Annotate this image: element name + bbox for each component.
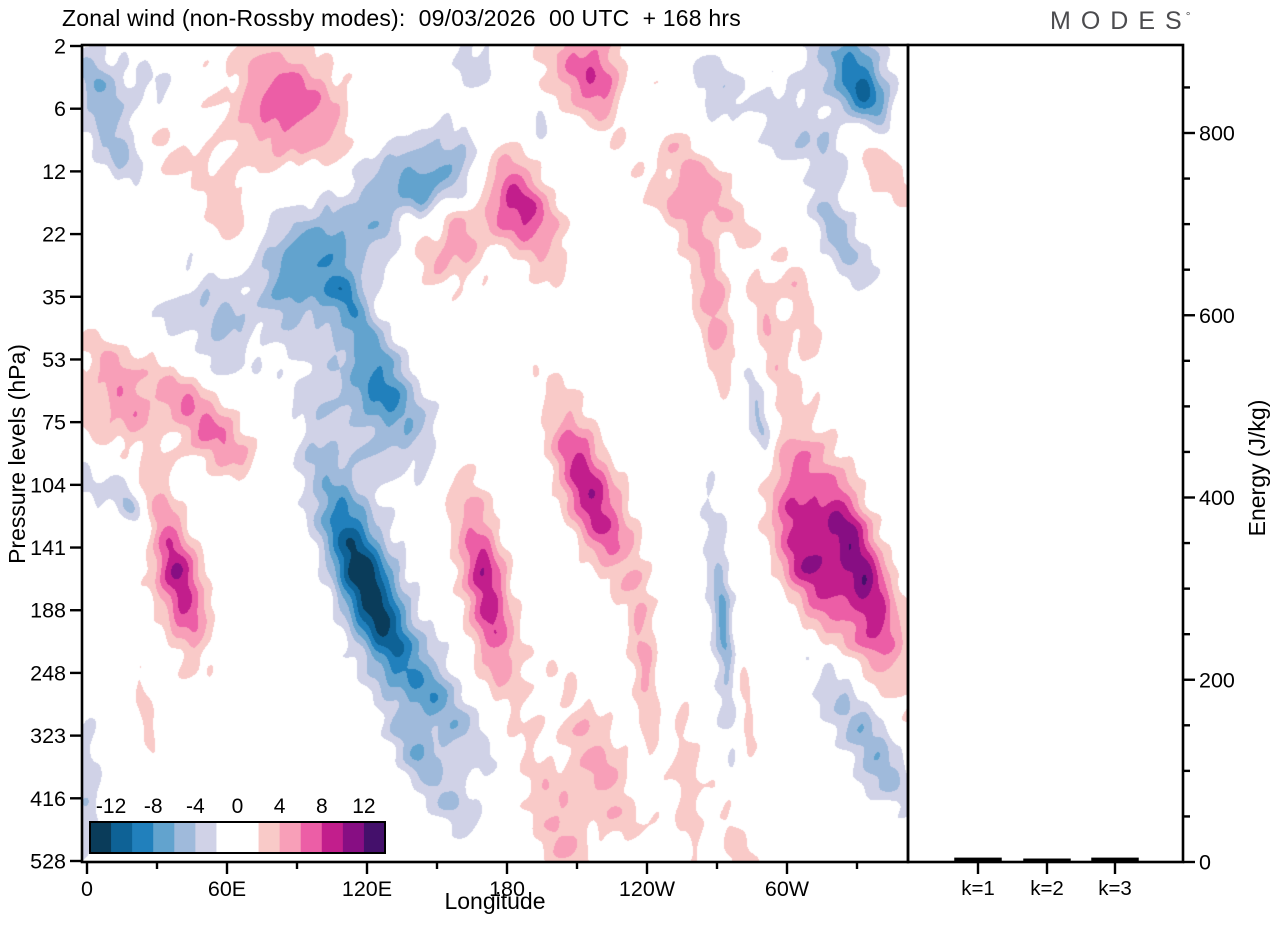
colorbar-tick-label: -8 — [144, 795, 163, 818]
longitude-tick-label: 0 — [81, 877, 93, 901]
pressure-tick-label: 248 — [30, 661, 66, 685]
colorbar-segment — [90, 822, 112, 853]
colorbar-segment — [153, 822, 175, 853]
energy-bar — [1023, 858, 1071, 863]
pressure-tick-label: 6 — [54, 97, 66, 121]
colorbar-tick-label: 12 — [352, 795, 375, 818]
pressure-tick-label: 2 — [54, 35, 66, 59]
colorbar-segment — [279, 822, 302, 853]
k-tick-label: k=2 — [1030, 877, 1064, 900]
colorbar-tick-label: -4 — [186, 795, 205, 818]
energy-panel-frame — [906, 43, 1185, 864]
longitude-tick-label: 120W — [619, 877, 676, 901]
colorbar-segment — [363, 822, 386, 853]
colorbar-segment — [111, 822, 133, 853]
energy-axis-title: Energy (J/kg) — [1244, 399, 1270, 537]
pressure-tick-label: 104 — [30, 473, 66, 497]
energy-bar — [954, 857, 1002, 863]
modes-logo-text: MODES — [1050, 7, 1192, 35]
pressure-tick-label: 188 — [30, 599, 66, 623]
longitude-tick-label: 60E — [208, 877, 246, 901]
modes-logo-mark-icon: ° — [1185, 9, 1191, 23]
pressure-tick-label: 22 — [42, 223, 66, 247]
main-plot-frame — [80, 43, 910, 864]
colorbar-segment — [195, 822, 218, 853]
pressure-tick-label: 12 — [42, 160, 66, 184]
plot-title: Zonal wind (non-Rossby modes): 09/03/202… — [62, 5, 741, 31]
pressure-tick-label: 416 — [30, 787, 66, 811]
energy-tick-label: 600 — [1199, 304, 1235, 328]
colorbar-tick-label: 4 — [274, 795, 286, 818]
colorbar-segment — [174, 822, 196, 853]
pressure-tick-label: 53 — [42, 348, 66, 372]
pressure-tick-label: 75 — [42, 411, 66, 435]
colorbar-segment — [216, 822, 239, 853]
colorbar-segment — [258, 822, 281, 853]
colorbar-segment — [321, 822, 344, 853]
colorbar-tick-label: -12 — [96, 795, 126, 818]
energy-tick-label: 200 — [1199, 668, 1235, 692]
longitude-tick-label: 180 — [489, 877, 525, 901]
pressure-tick-label: 528 — [30, 850, 66, 874]
modes-logo: MODES° — [1050, 7, 1191, 36]
x-axis-title: Longitude — [444, 888, 546, 914]
y-axis-title: Pressure levels (hPa) — [4, 344, 30, 564]
k-tick-label: k=3 — [1098, 877, 1132, 900]
energy-bar — [1091, 857, 1139, 863]
pressure-tick-label: 35 — [42, 285, 66, 309]
colorbar-segment — [237, 822, 260, 853]
pressure-tick-label: 323 — [30, 724, 66, 748]
energy-tick-label: 400 — [1199, 486, 1235, 510]
energy-tick-label: 800 — [1199, 122, 1235, 146]
colorbar-segment — [300, 822, 323, 853]
colorbar-segment — [132, 822, 154, 853]
pressure-tick-label: 141 — [30, 536, 66, 560]
colorbar-tick-label: 0 — [232, 795, 244, 818]
longitude-tick-label: 60W — [765, 877, 810, 901]
energy-tick-label: 0 — [1199, 851, 1211, 875]
contour-field-canvas — [83, 46, 907, 861]
colorbar-tick-label: 8 — [316, 795, 328, 818]
k-tick-label: k=1 — [961, 877, 995, 900]
longitude-tick-label: 120E — [342, 877, 392, 901]
colorbar-border — [89, 821, 386, 854]
colorbar-segment — [342, 822, 365, 853]
